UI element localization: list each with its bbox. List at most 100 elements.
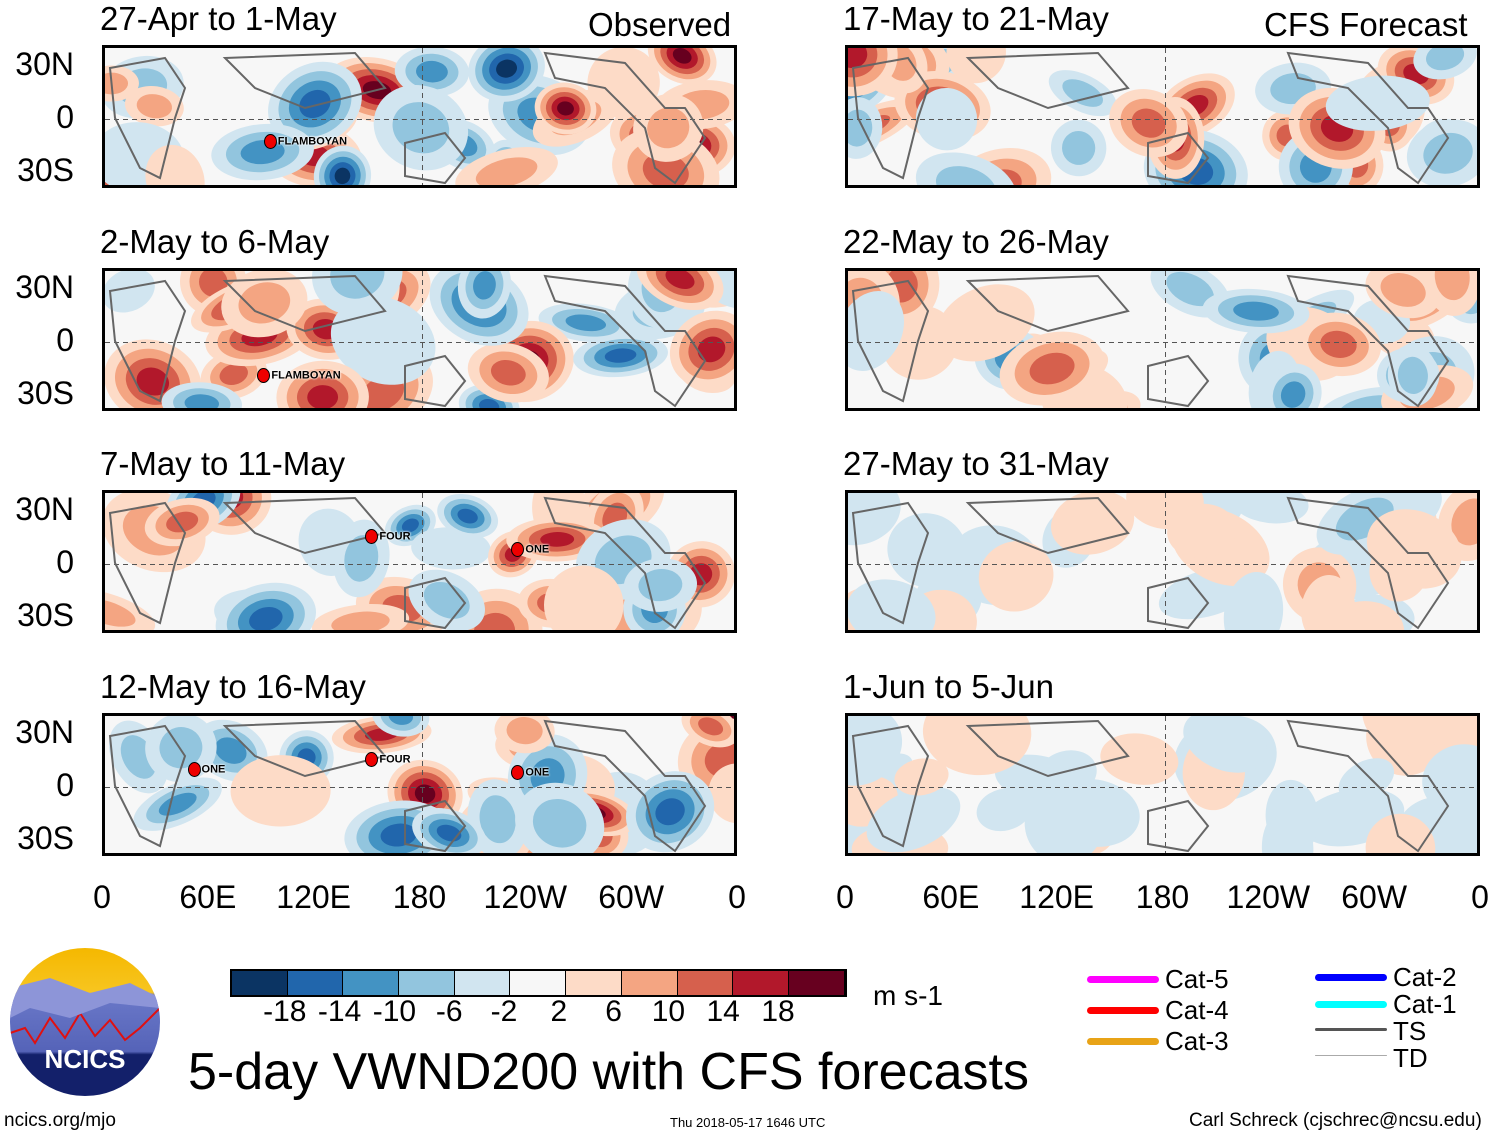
wind-contour: [655, 798, 685, 826]
wind-contour: [887, 513, 967, 588]
ncics-logo: NCICS: [10, 948, 160, 1096]
storm-marker-icon: [365, 751, 379, 767]
wind-contour: [647, 107, 690, 149]
wind-contour: [1233, 301, 1279, 321]
wind-contour: [946, 48, 1006, 84]
wind-contour: [565, 314, 607, 332]
coastline: [222, 274, 387, 333]
wind-contour: [1062, 130, 1096, 165]
wind-contour: [915, 152, 1017, 185]
colorbar-swatch: [399, 971, 455, 995]
colorbar-label: -6: [435, 995, 463, 1028]
logo-text: NCICS: [44, 1044, 126, 1074]
wind-contour: [848, 109, 873, 147]
lat-label: 0: [56, 767, 74, 803]
colorbar-label: -18: [263, 995, 307, 1028]
coastline: [108, 501, 187, 625]
colorbar-swatch: [454, 971, 511, 995]
wind-contour: [344, 535, 379, 582]
wind-contour: [506, 717, 543, 745]
wind-contour: [392, 102, 450, 154]
wind-contour: [557, 101, 574, 116]
coastline: [1286, 496, 1450, 630]
storm-marker-icon: [257, 368, 271, 384]
wind-contour: [159, 727, 203, 769]
storm-marker-icon: [187, 761, 201, 777]
wind-contour: [532, 798, 587, 848]
forecast-header: CFS Forecast: [1264, 6, 1468, 43]
lat-label: 0: [56, 99, 74, 135]
coastline: [1286, 274, 1450, 408]
footer-url[interactable]: ncics.org/mjo: [4, 1110, 116, 1131]
coastline: [851, 56, 930, 180]
lat-label: 30N: [15, 46, 74, 82]
wind-contour: [1301, 575, 1356, 630]
wind-contour: [184, 394, 220, 408]
colorbar-swatch: [788, 971, 845, 995]
wind-contour: [473, 271, 496, 300]
wind-contour: [1265, 779, 1319, 853]
colorbar-label: 6: [605, 995, 622, 1028]
map-panel: [845, 268, 1480, 411]
lon-label: 120E: [1019, 879, 1095, 915]
coastline: [1147, 799, 1210, 853]
panel-title: 2-May to 6-May: [100, 223, 330, 260]
wind-contour: [331, 611, 390, 630]
storm-name: FOUR: [379, 530, 411, 543]
wind-contour: [1380, 272, 1426, 307]
wind-contour: [219, 363, 248, 385]
wind-contour: [672, 48, 692, 64]
coastline: [1286, 719, 1450, 853]
wind-contour: [1397, 356, 1428, 395]
storm-label: ONE: [511, 764, 550, 780]
colorbar-label: -2: [490, 995, 518, 1028]
wind-contour: [866, 786, 961, 853]
storm-name: ONE: [525, 543, 550, 556]
storm-name: ONE: [525, 766, 550, 779]
wind-contour: [978, 541, 1054, 612]
wind-contour: [230, 755, 331, 827]
lon-label: 180: [1135, 879, 1190, 915]
wind-contour: [1051, 493, 1135, 555]
colorbar-swatch: [510, 971, 567, 995]
colorbar-swatch: [733, 971, 789, 995]
map-panel: ONE FOUR ONE: [102, 713, 737, 856]
wind-contour: [238, 282, 291, 324]
coastline: [1286, 51, 1450, 185]
wind-contour: [848, 291, 905, 371]
lon-label: 180: [392, 879, 447, 915]
wind-contour: [704, 742, 734, 778]
panel-title: 27-Apr to 1-May: [100, 0, 337, 37]
colorbar-label: 14: [706, 995, 740, 1028]
coastline: [222, 719, 387, 778]
wind-contour: [1451, 498, 1477, 546]
colorbar-label: 18: [761, 995, 795, 1028]
coastline: [108, 279, 187, 403]
wind-contour: [105, 271, 155, 313]
wind-contour: [105, 598, 136, 627]
coastline: [222, 496, 387, 555]
wind-contour: [473, 612, 516, 630]
legend-label: Cat-5: [1165, 964, 1229, 994]
wind-contour: [1062, 79, 1104, 107]
legend-line-cat-1: [1315, 1001, 1387, 1008]
lat-label: 30S: [17, 375, 74, 411]
colorbar-swatch: [677, 971, 734, 995]
lon-label: 0: [1471, 879, 1489, 915]
legend-line-cat-4: [1087, 1007, 1159, 1014]
coastline: [404, 799, 467, 853]
coastline: [851, 724, 930, 848]
wind-contour: [380, 823, 417, 847]
wind-contour: [698, 717, 724, 736]
wind-contour: [1426, 48, 1465, 71]
coastline: [404, 354, 467, 408]
storm-name: FLAMBOYAN: [271, 369, 341, 382]
wind-contour: [479, 398, 500, 408]
storm-label: FOUR: [365, 751, 411, 767]
legend-label: Cat-2: [1393, 962, 1457, 992]
wind-contour: [457, 508, 478, 524]
wind-contour: [1167, 503, 1237, 559]
wind-contour: [490, 359, 526, 386]
wind-contour: [708, 763, 734, 824]
lat-label: 30N: [15, 491, 74, 527]
